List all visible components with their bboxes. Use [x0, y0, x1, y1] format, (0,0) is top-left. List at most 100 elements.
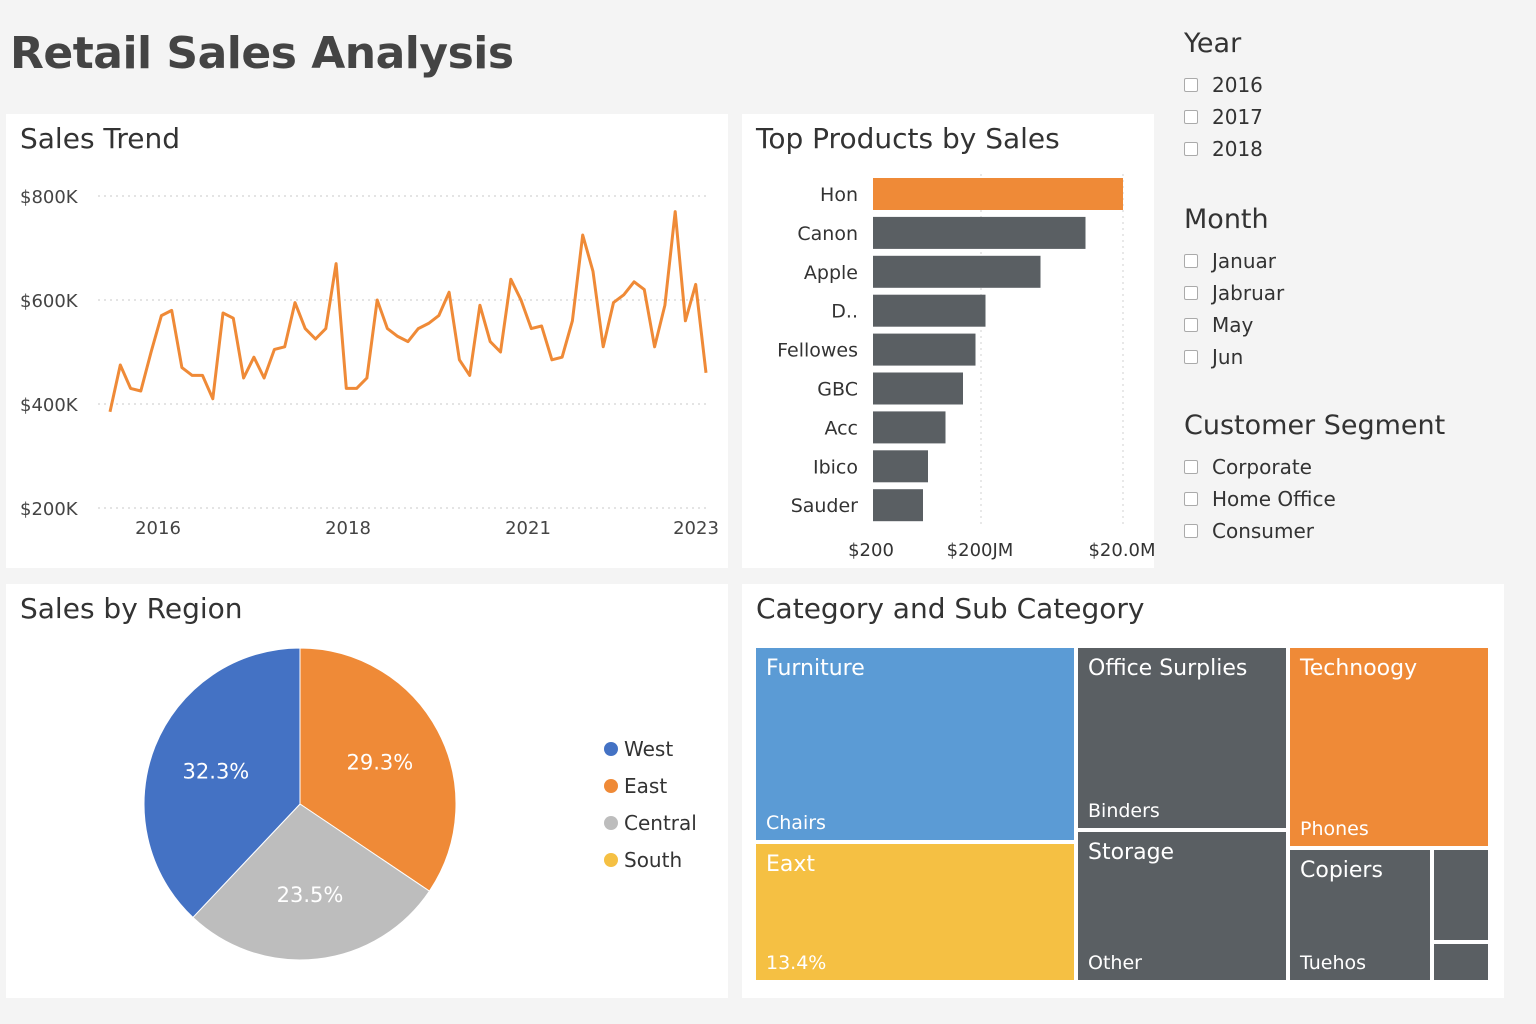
checkbox[interactable]	[1184, 78, 1198, 92]
filter-option-label: Januar	[1212, 249, 1276, 273]
filter-option-label: 2017	[1212, 105, 1263, 129]
treemap-tile-sublabel: Phones	[1300, 818, 1369, 840]
pie-slice-label: 32.3%	[183, 760, 250, 784]
x-tick-label: $200JM	[947, 540, 1014, 561]
treemap-tile-sublabel: Binders	[1088, 800, 1160, 822]
top-products-title: Top Products by Sales	[756, 122, 1060, 155]
filter-option-label: Corporate	[1212, 455, 1312, 479]
bar-canon	[873, 216, 1086, 249]
segment-filter: Customer Segment Corporate Home Office Con…	[1184, 410, 1445, 547]
year-option-2017[interactable]: 2017	[1184, 101, 1263, 133]
pie-slice-west	[143, 647, 301, 919]
filter-option-label: 2016	[1212, 73, 1263, 97]
filter-option-label: Jabruar	[1212, 281, 1285, 305]
segment-option-corporate[interactable]: Corporate	[1184, 451, 1445, 483]
treemap-tile-sublabel: Chairs	[766, 812, 826, 834]
filter-pane: Year 2016 2017 2018 Month Januar Jabruar May…	[1170, 20, 1520, 560]
sales-by-region-panel: Sales by Region 29.3% 23.5% 32.3% West East…	[6, 584, 728, 998]
x-tick-label: 2023	[673, 518, 719, 539]
treemap-tile-label: Eaxt	[766, 852, 816, 877]
legend-swatch	[604, 852, 618, 867]
treemap-tile[interactable]: Eaxt 13.4%	[756, 844, 1074, 980]
legend-swatch	[604, 815, 618, 830]
treemap-tile-label: Furniture	[766, 656, 865, 681]
legend-item-east: East	[604, 767, 697, 804]
treemap-tile[interactable]	[1434, 850, 1488, 940]
year-filter-title: Year	[1184, 28, 1242, 59]
checkbox[interactable]	[1184, 254, 1198, 268]
checkbox[interactable]	[1184, 286, 1198, 300]
treemap-tile[interactable]	[1434, 944, 1488, 980]
filter-option-label: Consumer	[1212, 519, 1314, 543]
year-option-2018[interactable]: 2018	[1184, 133, 1263, 165]
sales-trend-chart: $800K $600K $400K $200K 2016 2018 2021 2023	[20, 187, 719, 539]
month-option-jun[interactable]: Jun	[1184, 341, 1284, 373]
treemap-tile-label: Storage	[1088, 840, 1175, 865]
month-option-januar[interactable]: Januar	[1184, 245, 1284, 277]
category-label: Apple	[804, 262, 858, 284]
legend-label: East	[624, 773, 668, 798]
checkbox[interactable]	[1184, 318, 1198, 332]
checkbox[interactable]	[1184, 492, 1198, 506]
top-products-panel: Top Products by Sales Hon Canon Apple D.. Fe…	[742, 114, 1156, 568]
sales-by-region-title: Sales by Region	[20, 592, 243, 625]
treemap-tile[interactable]: Office Surplies Binders	[1078, 648, 1286, 828]
checkbox[interactable]	[1184, 350, 1198, 364]
treemap-tile-sublabel: Other	[1088, 952, 1142, 974]
year-option-2016[interactable]: 2016	[1184, 69, 1263, 101]
treemap-tile-label: Office Surplies	[1088, 656, 1248, 681]
y-tick-label: $200K	[20, 499, 79, 520]
bar-sauder	[873, 489, 923, 522]
pie-slice-east	[299, 647, 457, 892]
x-tick-label: 2018	[325, 518, 371, 539]
segment-option-consumer[interactable]: Consumer	[1184, 515, 1445, 547]
treemap-tile[interactable]: Furniture Chairs	[756, 648, 1074, 840]
x-tick-label: $200	[848, 540, 894, 561]
treemap-tile[interactable]: Storage Other	[1078, 832, 1286, 980]
legend-swatch	[604, 741, 618, 756]
category-label: Fellowes	[777, 340, 858, 362]
segment-filter-title: Customer Segment	[1184, 410, 1446, 441]
x-tick-label: 2016	[135, 518, 181, 539]
treemap-tile-sublabel: 13.4%	[766, 952, 827, 974]
x-tick-label: $20.0M	[1088, 540, 1155, 561]
treemap-tile-sublabel: Tuehos	[1300, 952, 1367, 974]
y-tick-label: $800K	[20, 187, 79, 208]
treemap-tile[interactable]: Copiers Tuehos	[1290, 850, 1430, 980]
pie-slice-central	[192, 803, 431, 961]
bar-hon	[873, 178, 1123, 210]
sales-trend-panel: Sales Trend $800K $600K $400K $200K 2016 2018…	[6, 114, 728, 568]
y-tick-label: $400K	[20, 395, 79, 416]
page-title: Retail Sales Analysis	[10, 28, 514, 79]
filter-option-label: May	[1212, 313, 1254, 337]
legend-label: South	[624, 847, 683, 872]
month-option-may[interactable]: May	[1184, 309, 1284, 341]
segment-option-home-office[interactable]: Home Office	[1184, 483, 1445, 515]
region-legend: West East Central South	[604, 730, 697, 878]
checkbox[interactable]	[1184, 110, 1198, 124]
legend-item-central: Central	[604, 804, 697, 841]
filter-option-label: 2018	[1212, 137, 1263, 161]
y-tick-label: $600K	[20, 291, 79, 312]
bar-apple	[873, 255, 1041, 288]
year-filter: Year 2016 2017 2018	[1184, 28, 1263, 165]
category-label: GBC	[817, 379, 858, 401]
checkbox[interactable]	[1184, 524, 1198, 538]
legend-swatch	[604, 778, 618, 793]
legend-label: West	[624, 736, 674, 761]
checkbox[interactable]	[1184, 142, 1198, 156]
bar-d	[873, 294, 986, 327]
checkbox[interactable]	[1184, 460, 1198, 474]
legend-item-west: West	[604, 730, 697, 767]
pie-slice-label: 23.5%	[277, 883, 344, 907]
x-tick-label: 2021	[505, 518, 551, 539]
category-label: Ibico	[813, 456, 858, 478]
month-option-jabruar[interactable]: Jabruar	[1184, 277, 1284, 309]
category-panel: Category and Sub Category Furniture Chair…	[742, 584, 1504, 998]
treemap-tile-label: Copiers	[1300, 858, 1383, 883]
top-products-chart: Hon Canon Apple D.. Fellowes GBC Acc Ibico Saude…	[777, 174, 1156, 561]
filter-option-label: Home Office	[1212, 487, 1336, 511]
sales-trend-title: Sales Trend	[20, 122, 181, 155]
treemap-tile[interactable]: Technoogy Phones	[1290, 648, 1488, 846]
category-treemap: Furniture Chairs Eaxt 13.4% Office Surplies B…	[742, 584, 1504, 998]
